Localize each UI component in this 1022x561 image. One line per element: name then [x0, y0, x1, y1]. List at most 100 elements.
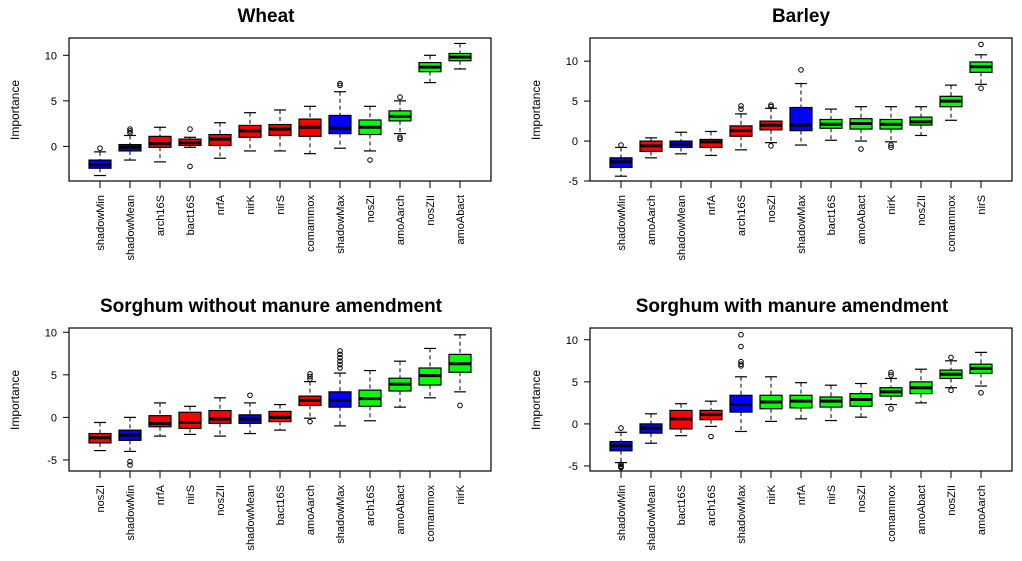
outlier-point: [397, 136, 403, 142]
outlier-point: [738, 343, 744, 350]
y-axis-label: Importance: [8, 80, 22, 140]
x-tick-label: nirS: [976, 195, 988, 215]
outlier-point: [768, 103, 774, 110]
box-nirS: [178, 405, 202, 435]
box-comammox: [879, 369, 903, 412]
y-tick-label: 10: [45, 327, 57, 339]
box-amoAarch: [298, 371, 322, 425]
outlier-point: [978, 41, 984, 48]
panel-wheat: Wheat Importance 0 5 10 shadowMin shadowMean…: [8, 6, 492, 260]
box-shadowMin: [609, 142, 633, 177]
outlier-point: [738, 361, 744, 367]
outlier-point: [618, 461, 624, 468]
x-tick-label: nrfA: [215, 194, 227, 215]
box-nirK: [448, 334, 472, 409]
x-tick-label: nirK: [245, 194, 257, 214]
box-nirK: [238, 112, 262, 152]
x-tick-label: shadowMax: [335, 195, 347, 254]
outlier-point: [978, 85, 984, 92]
outlier-point: [457, 402, 463, 409]
x-tick-label: comammox: [425, 485, 437, 542]
outlier-point: [247, 392, 253, 399]
box-amoAarch: [388, 94, 412, 142]
outlier-point: [858, 146, 864, 152]
x-tick-label: shadowMin: [616, 485, 628, 541]
outlier-point: [187, 126, 193, 132]
box-comammox: [298, 105, 322, 155]
box-nosZII: [418, 54, 442, 84]
outlier-point: [127, 126, 133, 132]
box-nirS: [819, 384, 843, 422]
outlier-point: [127, 458, 133, 465]
chart-title: Sorghum with manure amendment: [636, 296, 949, 317]
outlier-point: [337, 351, 343, 358]
outlier-point: [768, 143, 774, 149]
x-tick-label: nirS: [185, 485, 197, 505]
x-tick-label: nirK: [766, 484, 778, 504]
iqr-box: [789, 106, 813, 132]
outlier-point: [397, 134, 403, 141]
box-shadowMax: [328, 80, 352, 149]
iqr-box: [148, 415, 172, 428]
outlier-point: [337, 354, 343, 361]
box-shadowMax: [328, 348, 352, 427]
box-nosZII: [909, 106, 933, 137]
x-tick-label: nosZI: [365, 195, 377, 223]
x-tick-label: arch16S: [155, 195, 167, 236]
outlier-point: [337, 82, 343, 89]
iqr-box: [178, 411, 202, 430]
x-tick-label: bact16S: [185, 195, 197, 235]
box-comammox: [418, 347, 442, 399]
outlier-point: [798, 67, 804, 73]
outlier-point: [127, 129, 133, 136]
outlier-point: [337, 358, 343, 364]
box-shadowMean: [669, 131, 693, 155]
box-nirS: [268, 109, 292, 152]
outlier-point: [307, 373, 313, 380]
y-axis-label: Importance: [529, 370, 543, 430]
outlier-point: [888, 144, 894, 151]
x-tick-label: shadowMin: [616, 195, 628, 251]
box-shadowMin: [609, 425, 633, 471]
box-arch16S: [358, 369, 382, 422]
box-nrfA: [789, 382, 813, 420]
outlier-point: [337, 348, 343, 354]
outlier-point: [397, 94, 403, 101]
box-nirK: [759, 376, 783, 422]
x-tick-label: amoAarch: [305, 485, 317, 535]
box-nirS: [969, 41, 993, 92]
box-comammox: [939, 84, 963, 121]
y-tick-label: -5: [568, 176, 578, 188]
box-nosZII: [208, 397, 232, 437]
y-tick-label: 5: [51, 370, 57, 382]
y-tick-label: 5: [51, 96, 57, 108]
y-tick-label: 10: [566, 56, 578, 68]
y-tick-label: 0: [51, 141, 57, 153]
box-nrfA: [208, 122, 232, 159]
y-tick-label: 5: [572, 96, 578, 108]
outlier-point: [307, 418, 313, 425]
box-bact16S: [669, 403, 693, 437]
outlier-point: [978, 389, 984, 396]
chart-title: Wheat: [238, 6, 296, 27]
outlier-point: [738, 103, 744, 109]
x-tick-label: shadowMin: [125, 485, 137, 541]
x-tick-label: shadowMax: [335, 485, 347, 544]
box-nosZI: [759, 102, 783, 149]
y-tick-label: 10: [45, 50, 57, 62]
outlier-point: [618, 425, 624, 431]
outlier-point: [888, 369, 894, 376]
x-tick-label: amoAarch: [646, 195, 658, 245]
box-shadowMean: [118, 126, 142, 161]
box-shadowMean: [639, 413, 663, 444]
box-bact16S: [268, 404, 292, 431]
outlier-point: [337, 361, 343, 368]
x-tick-label: amoAbact: [916, 485, 928, 535]
box-amoAbact: [388, 360, 412, 408]
outlier-point: [187, 163, 193, 170]
x-tick-label: nirS: [826, 485, 838, 505]
x-tick-label: shadowMean: [646, 485, 658, 550]
x-tick-label: nosZII: [425, 195, 437, 226]
x-tick-label: nrfA: [796, 484, 808, 505]
outlier-point: [708, 433, 714, 440]
